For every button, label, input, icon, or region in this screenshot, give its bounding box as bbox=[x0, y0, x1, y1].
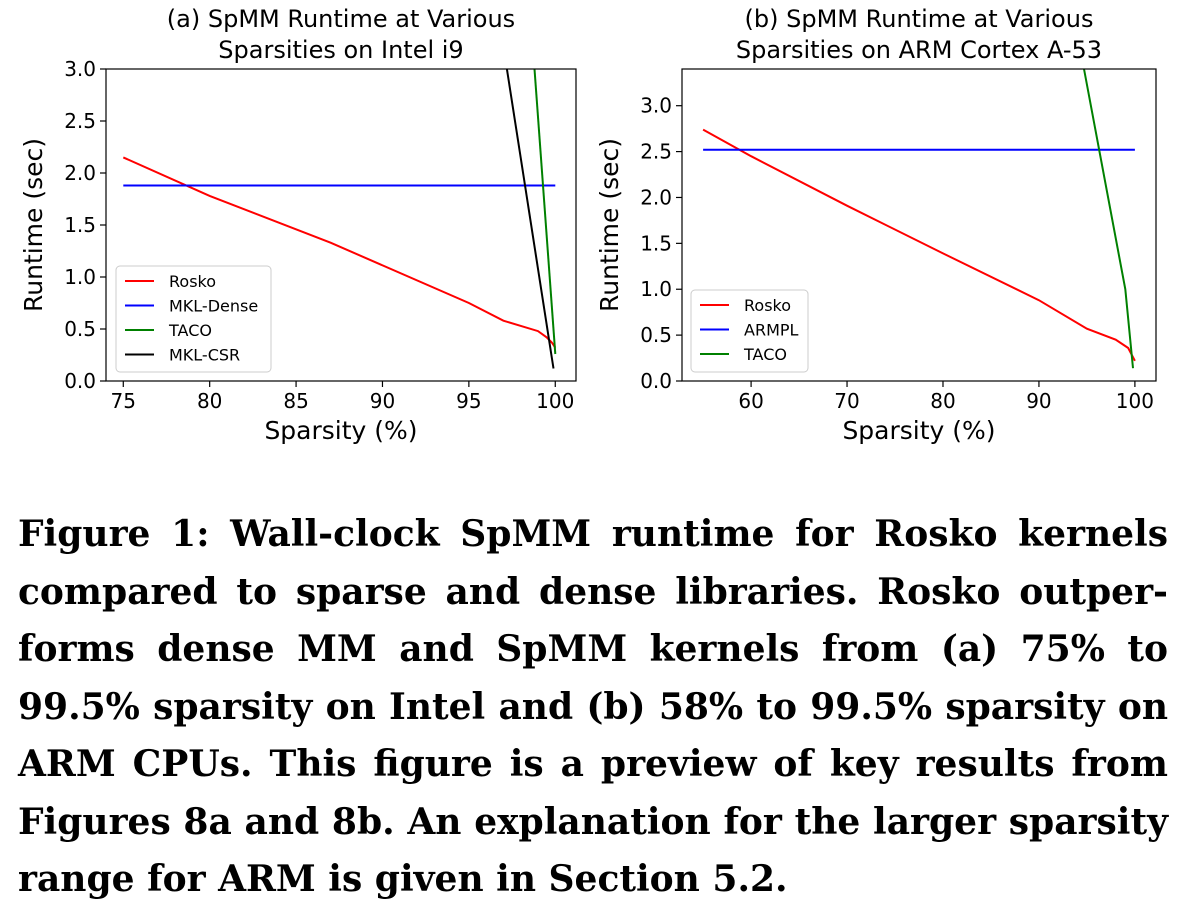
chart-title-line2: Sparsities on ARM Cortex A-53 bbox=[736, 36, 1102, 64]
legend: Rosko ARMPL TACO bbox=[690, 289, 809, 373]
y-tick-label: 1.5 bbox=[64, 213, 96, 237]
series-line-taco bbox=[533, 69, 557, 355]
y-tick-label: 1.0 bbox=[64, 265, 96, 289]
legend-label: MKL-CSR bbox=[169, 346, 240, 365]
y-axis-label: Runtime (sec) bbox=[19, 138, 48, 312]
x-tick-label: 95 bbox=[456, 389, 481, 413]
x-tick-label: 75 bbox=[111, 389, 136, 413]
x-tick-label: 90 bbox=[1026, 389, 1051, 413]
chart-title-line2: Sparsities on Intel i9 bbox=[218, 36, 463, 64]
y-tick-label: 2.0 bbox=[64, 161, 96, 185]
y-tick-label: 1.5 bbox=[640, 231, 672, 255]
y-axis-label: Runtime (sec) bbox=[595, 138, 624, 312]
legend-box bbox=[115, 265, 272, 373]
plot-frame bbox=[681, 68, 1157, 382]
x-tick-label: 70 bbox=[834, 389, 859, 413]
charts: (a) SpMM Runtime at Various Sparsities on… bbox=[19, 5, 1157, 445]
y-tick-label: 2.0 bbox=[640, 185, 672, 209]
x-tick-label: 100 bbox=[1116, 389, 1154, 413]
series-group bbox=[122, 69, 557, 369]
legend-label: TACO bbox=[743, 345, 787, 364]
x-tick-label: 60 bbox=[738, 389, 763, 413]
y-tick-label: 3.0 bbox=[64, 57, 96, 81]
y-tick-label: 1.0 bbox=[640, 277, 672, 301]
x-axis-label: Sparsity (%) bbox=[264, 416, 417, 445]
x-tick-label: 85 bbox=[283, 389, 308, 413]
y-tick-label: 2.5 bbox=[640, 140, 672, 164]
y-tick-label: 0.5 bbox=[640, 323, 672, 347]
chart-a: (a) SpMM Runtime at Various Sparsities on… bbox=[19, 5, 577, 445]
x-tick-label: 100 bbox=[536, 389, 574, 413]
y-tick-label: 0.5 bbox=[64, 317, 96, 341]
y-tick-label: 3.0 bbox=[640, 94, 672, 118]
chart-title-line1: (a) SpMM Runtime at Various bbox=[167, 5, 515, 33]
legend: Rosko MKL-Dense TACO MKL-CSR bbox=[115, 265, 272, 373]
x-tick-label: 90 bbox=[370, 389, 395, 413]
y-tick-label: 0.0 bbox=[640, 369, 672, 393]
legend-label: ARMPL bbox=[744, 321, 799, 340]
x-axis-label: Sparsity (%) bbox=[842, 416, 995, 445]
chart-title-line1: (b) SpMM Runtime at Various bbox=[745, 5, 1094, 33]
y-tick-label: 0.0 bbox=[64, 369, 96, 393]
series-line-taco bbox=[1083, 69, 1134, 369]
x-tick-label: 80 bbox=[930, 389, 955, 413]
figure-caption: Figure 1: Wall-clock SpMM runtime for Ro… bbox=[18, 513, 1168, 900]
legend-box bbox=[690, 289, 809, 373]
legend-label: TACO bbox=[168, 321, 212, 340]
legend-label: Rosko bbox=[169, 272, 216, 291]
series-group bbox=[702, 69, 1136, 369]
x-tick-label: 80 bbox=[197, 389, 222, 413]
series-line-mkl-csr bbox=[505, 69, 555, 369]
chart-b: (b) SpMM Runtime at Various Sparsities on… bbox=[595, 5, 1157, 445]
legend-label: MKL-Dense bbox=[169, 297, 258, 316]
series-line-rosko bbox=[702, 128, 1136, 362]
legend-label: Rosko bbox=[744, 296, 791, 315]
y-tick-label: 2.5 bbox=[64, 109, 96, 133]
